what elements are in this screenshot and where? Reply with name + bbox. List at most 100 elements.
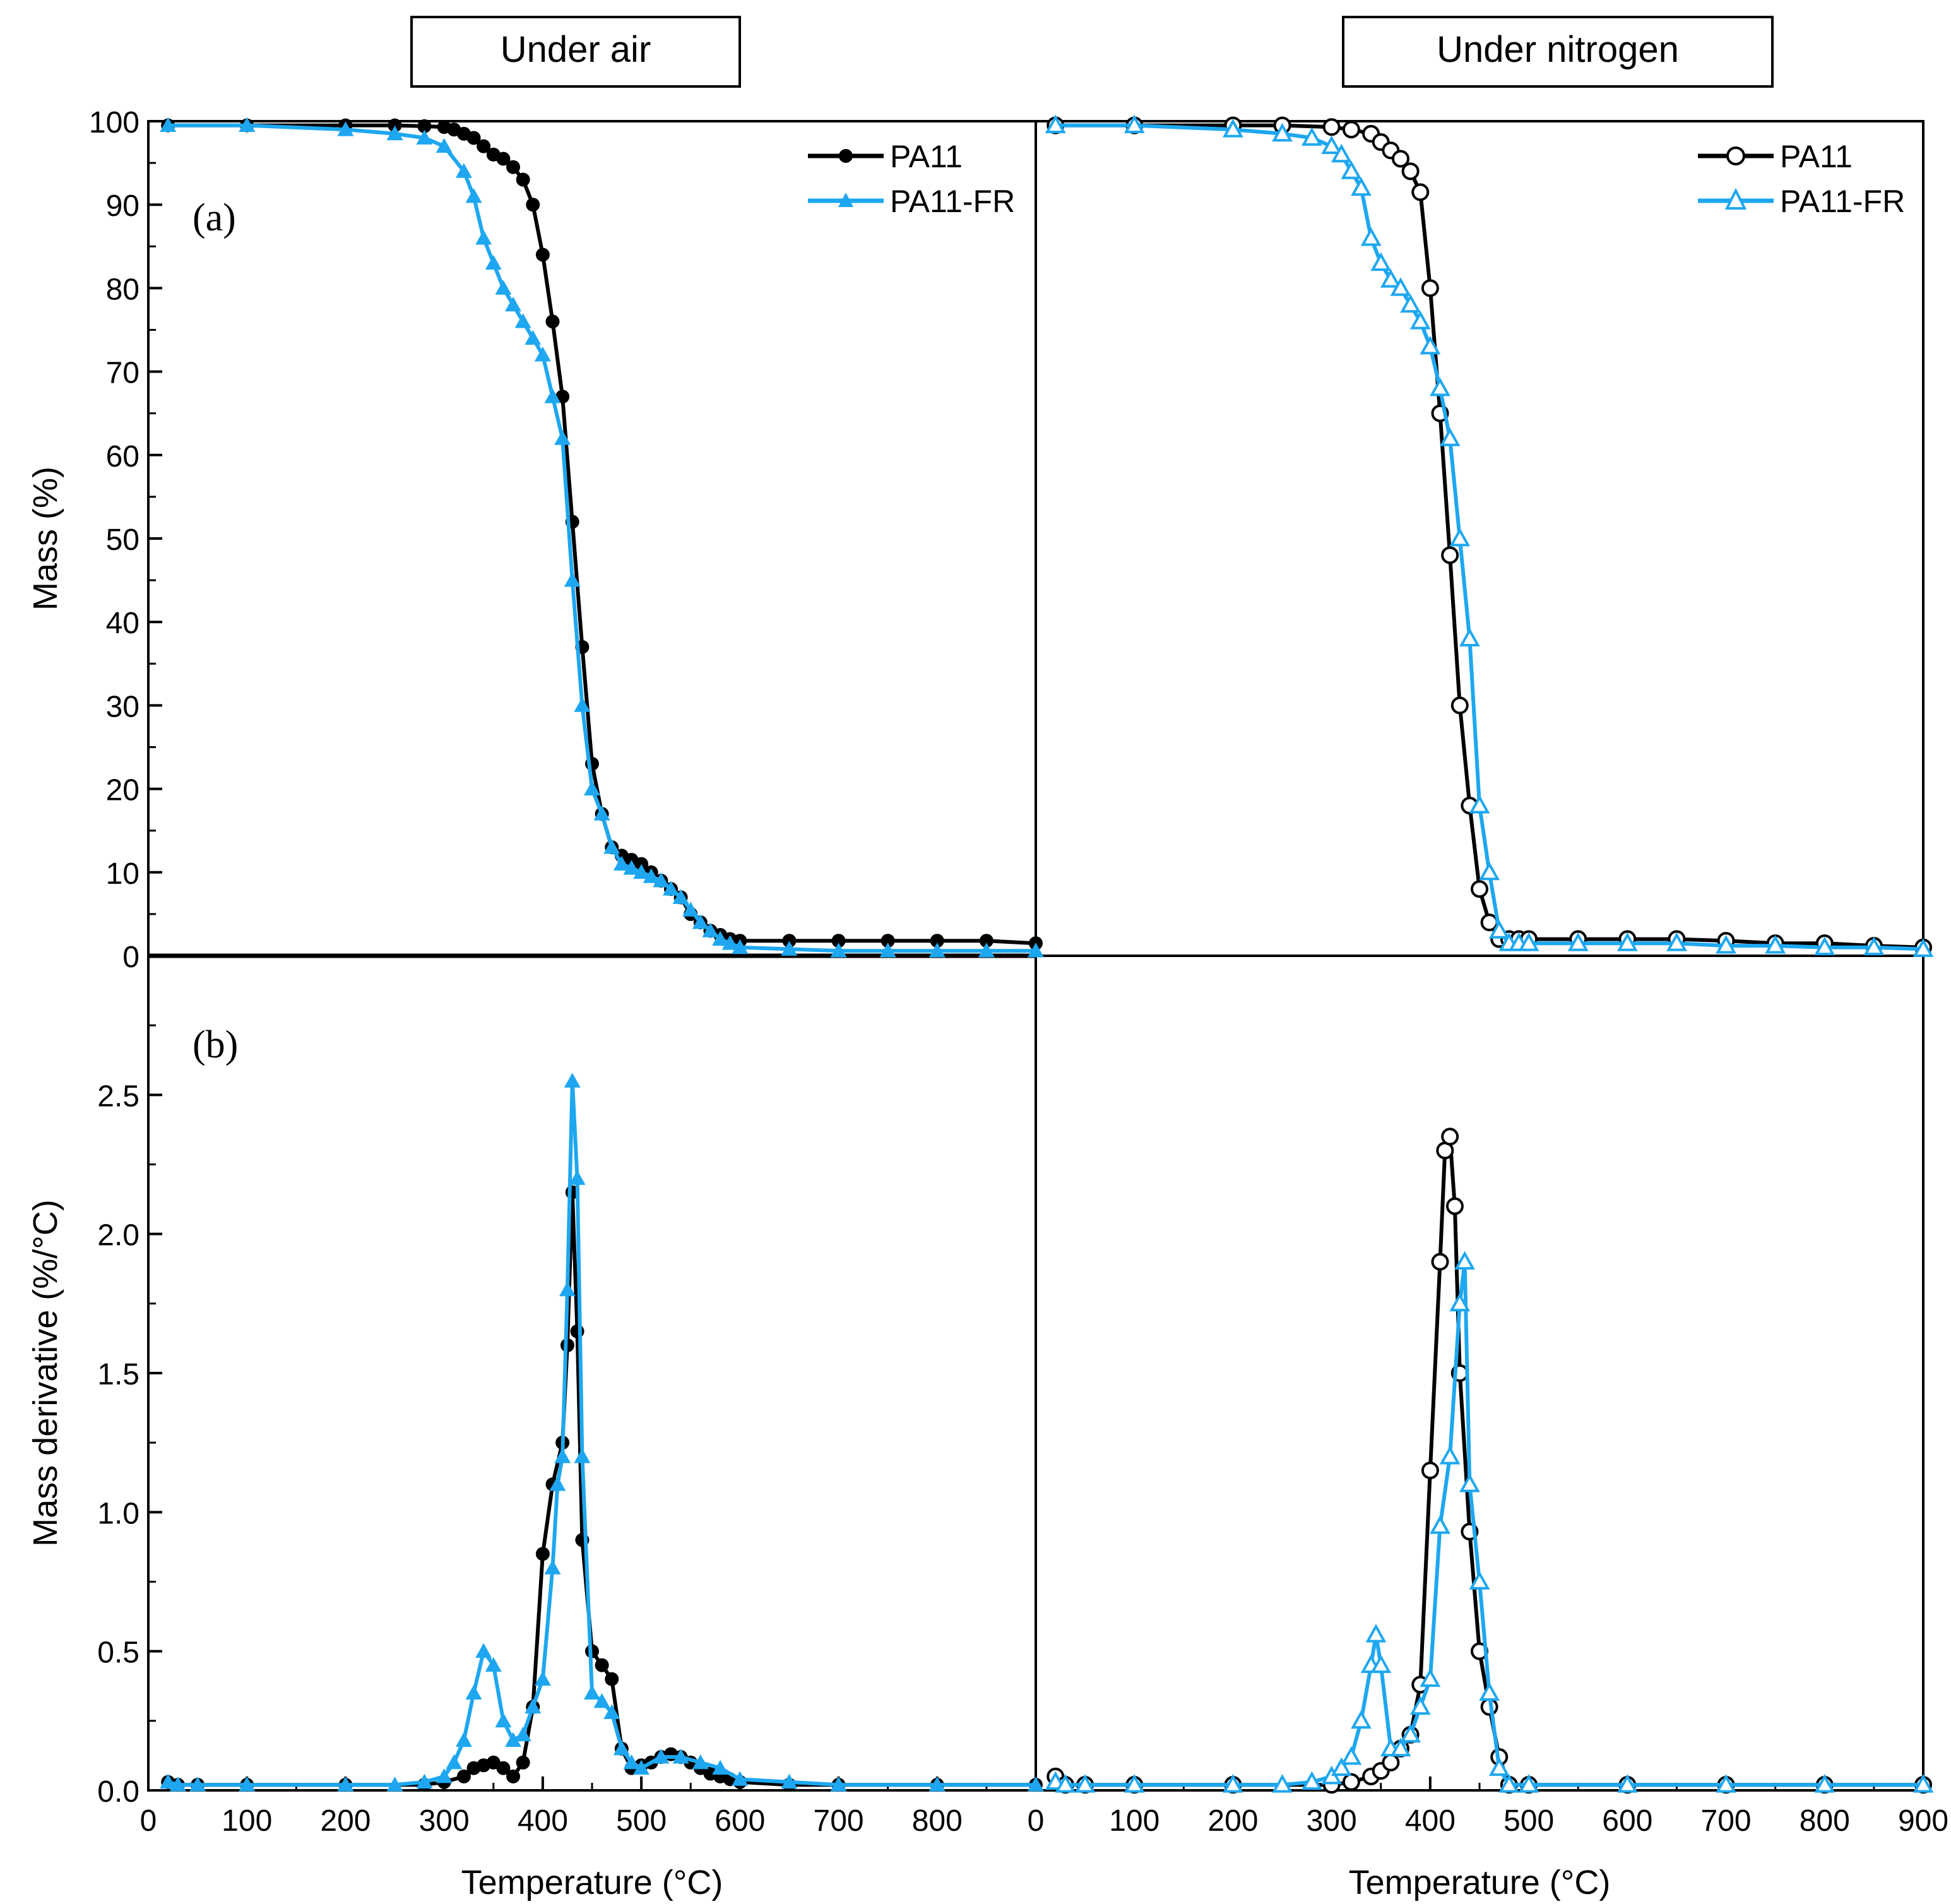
data-point-pa11-fr: [1341, 160, 1362, 179]
xlabel-air: Temperature (°C): [461, 1864, 723, 1901]
data-point-pa11-fr: [732, 939, 749, 955]
data-point-pa11-fr: [1380, 269, 1401, 288]
data-point-pa11-fr: [603, 839, 620, 854]
data-point-pa11: [545, 314, 560, 329]
data-point-pa11: [634, 857, 649, 871]
data-point-pa11-fr: [712, 1759, 729, 1775]
data-point-pa11-fr: [1469, 1571, 1490, 1590]
data-point-pa11-fr: [569, 1170, 586, 1185]
data-point-pa11: [782, 934, 797, 948]
legend-nitrogen: PA11 PA11-FR: [1698, 139, 1905, 219]
data-point-pa11-fr: [564, 1073, 581, 1088]
data-point-pa11: [570, 1324, 584, 1338]
y-tick-label: 1.5: [97, 1358, 139, 1391]
legend-air-pa11fr-label: PA11-FR: [890, 184, 1015, 219]
data-point-pa11-fr: [455, 163, 472, 178]
data-point-pa11-fr: [436, 138, 453, 153]
data-point-pa11-fr: [613, 1740, 630, 1756]
data-point-pa11-fr: [386, 1776, 403, 1792]
data-point-pa11-fr: [416, 1773, 433, 1789]
data-point-pa11-fr: [465, 187, 482, 203]
series-line-nitrogen_derivative-pa11-fr: [1055, 1259, 1923, 1787]
data-point-pa11-fr: [534, 1670, 551, 1686]
data-point-pa11-fr: [574, 1448, 591, 1463]
data-point-pa11: [456, 1769, 471, 1783]
data-point-pa11: [535, 247, 550, 262]
data-point-pa11-fr: [1074, 1774, 1096, 1793]
data-point-pa11-fr: [1400, 294, 1421, 313]
data-point-pa11-fr: [485, 1657, 502, 1672]
data-point-pa11: [496, 1761, 511, 1775]
data-point-pa11-fr: [1321, 135, 1343, 155]
legend-air-pa11fr-marker: [838, 193, 853, 207]
legend-n2-pa11fr-marker: [1724, 187, 1747, 210]
data-point-pa11-fr: [1409, 1696, 1431, 1715]
data-point-pa11-fr: [1912, 1774, 1934, 1793]
data-point-pa11-fr: [1223, 119, 1243, 138]
data-point-pa11-fr: [1223, 1774, 1243, 1793]
data-point-pa11-fr: [978, 943, 995, 958]
data-point-pa11-fr: [830, 943, 847, 958]
data-point-pa11-fr: [1765, 935, 1786, 954]
series-line-nitrogen_mass-pa11: [1055, 123, 1924, 949]
data-point-pa11: [1392, 150, 1410, 168]
x-tick-label: 0: [140, 1804, 157, 1838]
data-point-pa11-fr: [692, 914, 709, 929]
header-air-label: Under air: [501, 29, 651, 70]
data-point-pa11-fr: [465, 1684, 482, 1700]
data-point-pa11-fr: [436, 1768, 453, 1783]
data-point-pa11: [1471, 880, 1488, 898]
data-point-pa11: [1322, 118, 1341, 136]
data-point-pa11: [1382, 1753, 1400, 1771]
data-point-pa11-fr: [495, 280, 512, 295]
data-point-pa11-fr: [1439, 1446, 1461, 1465]
data-point-pa11-fr: [1028, 1776, 1044, 1792]
data-point-pa11-fr: [564, 572, 581, 587]
data-point-pa11-fr: [554, 430, 571, 445]
x-tick-label: 200: [1207, 1804, 1258, 1838]
data-point-pa11-fr: [574, 697, 591, 712]
data-point-pa11: [496, 152, 511, 166]
data-point-pa11: [979, 934, 993, 948]
data-point-pa11: [535, 1547, 550, 1561]
legend-n2-pa11fr-label: PA11-FR: [1780, 184, 1905, 219]
legend-n2-pa11-marker: [1726, 146, 1745, 165]
data-point-pa11: [506, 1769, 521, 1783]
data-point-pa11-fr: [633, 1759, 650, 1775]
y-tick-label: 100: [89, 106, 139, 140]
data-point-pa11-fr: [1616, 932, 1638, 951]
data-point-pa11: [1342, 1773, 1360, 1791]
data-point-pa11-fr: [643, 868, 660, 883]
data-point-pa11-fr: [1420, 335, 1441, 355]
y-tick-label: 50: [106, 523, 139, 557]
x-tick-label: 800: [912, 1804, 963, 1838]
data-point-pa11-fr: [514, 1726, 531, 1742]
data-point-pa11-fr: [1488, 1757, 1510, 1776]
ylabel-mass: Mass (%): [27, 467, 64, 610]
data-point-pa11-fr: [446, 1754, 463, 1770]
x-tick-label: 600: [1602, 1804, 1652, 1838]
data-point-pa11-fr: [702, 922, 719, 937]
data-point-pa11-fr: [1479, 861, 1500, 881]
legend-n2-pa11-label: PA11: [1780, 139, 1853, 174]
data-point-pa11-fr: [1469, 794, 1490, 814]
x-tick-label: 0: [1028, 1804, 1045, 1838]
series-line-nitrogen_mass-pa11-fr: [1055, 123, 1924, 951]
data-point-pa11: [526, 198, 540, 212]
data-point-pa11-fr: [603, 1704, 620, 1720]
data-point-pa11-fr: [160, 117, 177, 133]
data-point-pa11-fr: [525, 330, 542, 345]
data-point-pa11-fr: [1331, 1757, 1352, 1776]
data-point-pa11-fr: [239, 117, 256, 133]
data-point-pa11-fr: [712, 931, 729, 946]
header-air: Under air: [410, 16, 741, 88]
data-point-pa11-fr: [623, 1754, 640, 1770]
data-point-pa11-fr: [1341, 1746, 1362, 1765]
data-point-pa11-fr: [1439, 427, 1461, 446]
data-point-pa11: [1480, 913, 1498, 932]
data-point-pa11-fr: [1390, 277, 1411, 296]
data-point-pa11-fr: [455, 1732, 472, 1747]
data-point-pa11-fr: [1430, 1515, 1450, 1534]
data-point-pa11: [516, 172, 530, 187]
